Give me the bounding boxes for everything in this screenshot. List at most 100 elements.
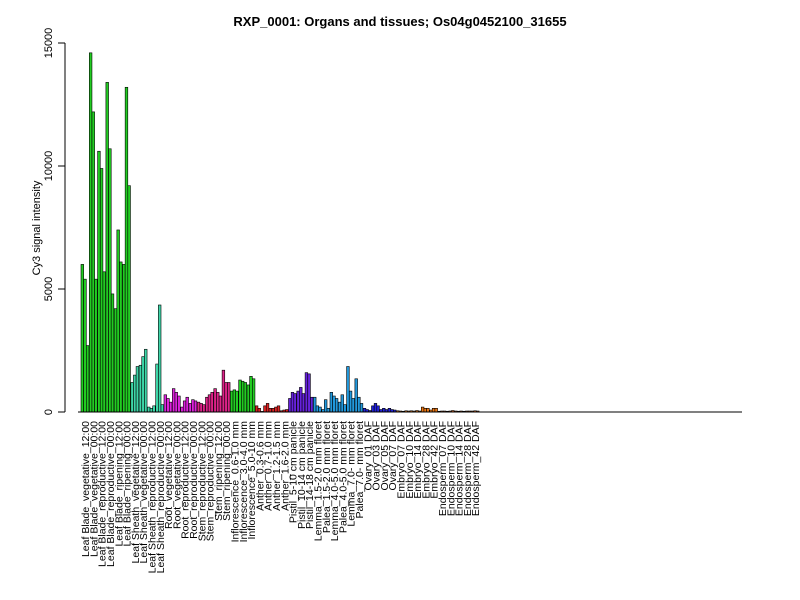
category-label-30: Lemma_4.0-5.0 mm floret — [329, 421, 341, 541]
bar-33-0 — [354, 378, 358, 413]
category-label-15: Stem_reproductive_00:00 — [205, 421, 217, 541]
bar-17-1 — [224, 382, 228, 413]
bar-13-2 — [193, 400, 198, 413]
bar-19-1 — [241, 380, 245, 413]
category-label-33: Palea_7.0- mm floret — [354, 421, 366, 519]
bar-9-0 — [155, 363, 159, 413]
bar-42-1 — [431, 408, 436, 413]
category-label-24: Anther_1.6-2.0 mm — [279, 421, 291, 511]
bar-15-2 — [210, 392, 214, 413]
bar-1-1 — [91, 111, 95, 413]
bar-35-2 — [376, 405, 380, 413]
bar-3-2 — [110, 293, 115, 413]
bar-7-0 — [138, 364, 143, 413]
bar-4-0 — [113, 308, 118, 413]
bar-1-0 — [89, 52, 93, 413]
category-label-41: Embryo_28 DAF — [420, 421, 432, 499]
bar-13-1 — [191, 399, 195, 413]
bar-7-2 — [144, 348, 148, 413]
category-label-34: Ovary_01 DAF — [362, 421, 374, 490]
bar-26-0 — [296, 390, 300, 413]
category-label-37: Ovary_07 DAF — [387, 421, 399, 490]
y-tick-label-2: 10000 — [43, 151, 55, 182]
bar-15-1 — [207, 394, 212, 413]
bar-35-1 — [373, 403, 378, 413]
bar-29-1 — [324, 399, 328, 413]
category-label-5: Leaf Blade_ripening_00:00 — [122, 421, 134, 547]
bar-2-1 — [99, 168, 104, 413]
bar-16-2 — [218, 395, 223, 413]
bar-28-0 — [313, 396, 317, 413]
bar-17-2 — [227, 382, 231, 413]
bar-20-0 — [246, 384, 250, 413]
bar-9-1 — [158, 304, 162, 413]
category-label-10: Root_vegetative_12:00 — [163, 421, 175, 529]
bar-8-2 — [152, 405, 156, 413]
bar-41-2 — [426, 408, 430, 413]
bar-25-2 — [293, 393, 297, 413]
category-label-20: Inflorescence_5.0-10 mm — [246, 421, 258, 540]
bar-10-0 — [163, 394, 167, 413]
bar-23-0 — [271, 408, 275, 413]
category-label-9: Leaf Sheath_reproductive_00:00 — [155, 421, 167, 574]
bar-32-1 — [348, 390, 353, 413]
bar-34-0 — [362, 408, 367, 413]
bar-31-2 — [343, 404, 347, 413]
bar-41-1 — [423, 408, 427, 413]
bar-0-2 — [86, 345, 90, 413]
bars — [80, 52, 480, 413]
bar-10-1 — [166, 398, 170, 413]
category-label-0: Leaf Blade_vegetative_12:00 — [80, 421, 92, 557]
bar-18-1 — [232, 389, 237, 413]
bar-8-0 — [147, 406, 151, 413]
category-label-42: Embryo_42 DAF — [429, 421, 441, 499]
category-label-8: Leaf Sheath_reproductive_12:00 — [147, 421, 159, 574]
bar-20-1 — [249, 376, 253, 413]
bar-5-0 — [122, 264, 126, 413]
category-label-19: Inflorescence_3.0-4.0 mm — [238, 421, 250, 543]
bar-0-0 — [80, 264, 84, 413]
y-tick-label-1: 5000 — [43, 277, 55, 301]
bar-11-0 — [172, 388, 176, 413]
category-label-35: Ovary_03 DAF — [371, 421, 383, 490]
bar-31-1 — [340, 394, 344, 413]
bar-12-0 — [180, 406, 184, 413]
y-tick-label-3: 15000 — [43, 28, 55, 59]
bar-31-0 — [337, 401, 342, 413]
category-label-6: Leaf Sheath_vegetative_12:00 — [130, 421, 142, 564]
bar-12-2 — [185, 396, 189, 413]
bar-30-2 — [334, 398, 339, 413]
bar-23-2 — [276, 405, 281, 413]
bar-33-2 — [359, 403, 364, 413]
y-axis-label: Cy3 signal intensity — [31, 180, 43, 275]
bar-25-1 — [290, 392, 295, 413]
bar-22-1 — [265, 403, 270, 413]
bar-22-2 — [268, 408, 272, 413]
bar-14-2 — [202, 404, 206, 413]
bar-18-0 — [230, 390, 234, 413]
category-label-47: Endosperm_42 DAF — [470, 421, 482, 516]
bar-18-2 — [235, 390, 239, 413]
category-label-31: Palea_4.0-5.0 mm floret — [337, 421, 349, 533]
category-label-4: Leaf Blade_ripening_12:00 — [113, 421, 125, 547]
category-label-28: Lemma_1.5-2.0 mm floret — [313, 421, 325, 541]
bar-14-0 — [196, 401, 201, 413]
bar-29-2 — [326, 408, 330, 413]
category-label-46: Endosperm_28 DAF — [462, 421, 474, 516]
category-label-32: Lemma_7.0- mm floret — [346, 421, 358, 527]
category-label-44: Endosperm_10 DAF — [445, 421, 457, 516]
bar-21-0 — [255, 405, 259, 413]
category-label-12: Root_reproductive_12:00 — [180, 421, 192, 539]
chart-title: RXP_0001: Organs and tissues; Os04g04521… — [233, 14, 566, 29]
category-label-25: Pistil_5-10 cm panicle — [288, 421, 300, 523]
bar-35-0 — [371, 405, 375, 413]
bar-15-0 — [205, 396, 209, 413]
bar-32-2 — [351, 398, 355, 413]
bar-6-2 — [135, 366, 140, 413]
bar-6-0 — [130, 382, 134, 413]
category-label-40: Embryo_14 DAF — [412, 421, 424, 499]
bar-22-0 — [263, 405, 267, 413]
bar-9-2 — [160, 404, 164, 413]
